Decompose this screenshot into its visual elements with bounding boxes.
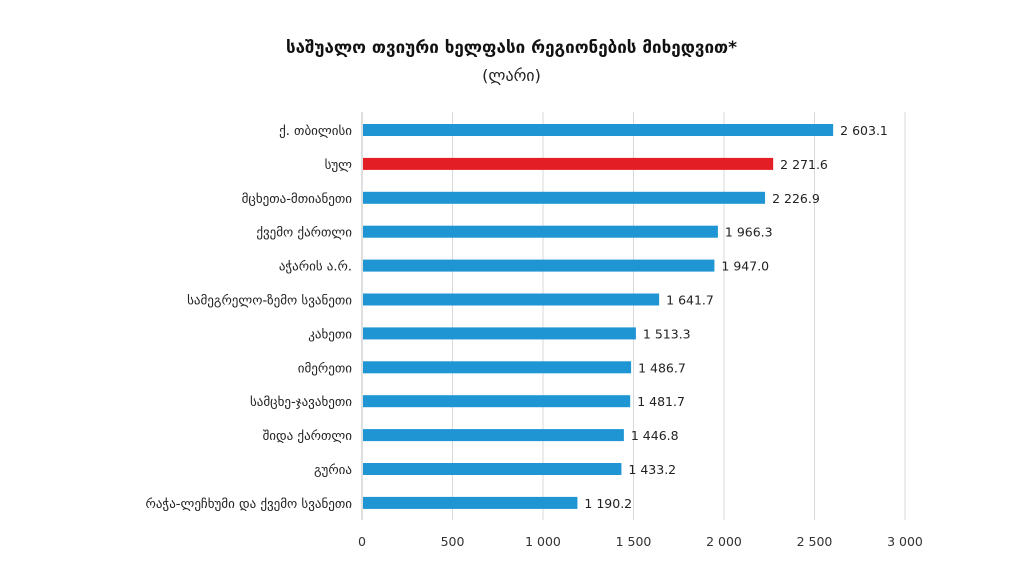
- data-label: 1 966.3: [725, 225, 773, 240]
- category-label: აჭარის ა.რ.: [279, 260, 352, 275]
- data-label: 2 271.6: [780, 157, 828, 172]
- chart-subtitle: (ლარი): [482, 66, 541, 85]
- bar: [363, 361, 632, 374]
- bar: [363, 124, 834, 136]
- data-label: 1 481.7: [637, 394, 685, 409]
- data-label: 2 226.9: [772, 191, 820, 206]
- data-label: 1 513.3: [643, 326, 691, 341]
- data-label: 1 446.8: [631, 428, 679, 443]
- bar: [363, 327, 636, 340]
- x-tick-label: 2 500: [797, 534, 833, 549]
- category-label: კახეთი: [308, 327, 352, 342]
- bar: [363, 293, 660, 306]
- x-tick-label: 0: [358, 534, 366, 549]
- category-label: ქ. თბილისი: [279, 124, 352, 139]
- data-label: 1 433.2: [628, 462, 676, 477]
- bar: [363, 157, 774, 170]
- data-label: 1 947.0: [721, 259, 769, 274]
- category-label: გურია: [314, 463, 352, 478]
- data-label: 2 603.1: [840, 123, 888, 138]
- bar: [363, 225, 718, 238]
- x-tick-label: 3 000: [887, 534, 923, 549]
- bar: [363, 496, 578, 509]
- x-tick-label: 1 000: [525, 534, 561, 549]
- category-label: შიდა ქართლი: [263, 429, 353, 444]
- category-label: ქვემო ქართლი: [256, 226, 352, 241]
- category-label: სულ: [325, 158, 353, 173]
- bar: [363, 259, 715, 272]
- category-label: სამცხე-ჯავახეთი: [250, 395, 352, 410]
- chart-title: საშუალო თვიური ხელფასი რეგიონების მიხედვ…: [285, 38, 738, 58]
- bar: [363, 463, 622, 475]
- bar: [363, 191, 766, 204]
- bar: [363, 429, 624, 442]
- data-label: 1 641.7: [666, 293, 714, 308]
- category-label: მცხეთა-მთიანეთი: [242, 192, 353, 207]
- x-tick-label: 1 500: [616, 534, 652, 549]
- data-label: 1 486.7: [638, 360, 686, 375]
- data-label: 1 190.2: [584, 496, 632, 511]
- category-label: რაჭა-ლეჩხუმი და ქვემო სვანეთი: [145, 497, 352, 512]
- x-tick-label: 2 000: [706, 534, 742, 549]
- x-tick-label: 500: [441, 534, 465, 549]
- bar: [363, 395, 631, 408]
- category-label: იმერეთი: [298, 361, 352, 376]
- category-label: სამეგრელო-ზემო სვანეთი: [187, 294, 352, 309]
